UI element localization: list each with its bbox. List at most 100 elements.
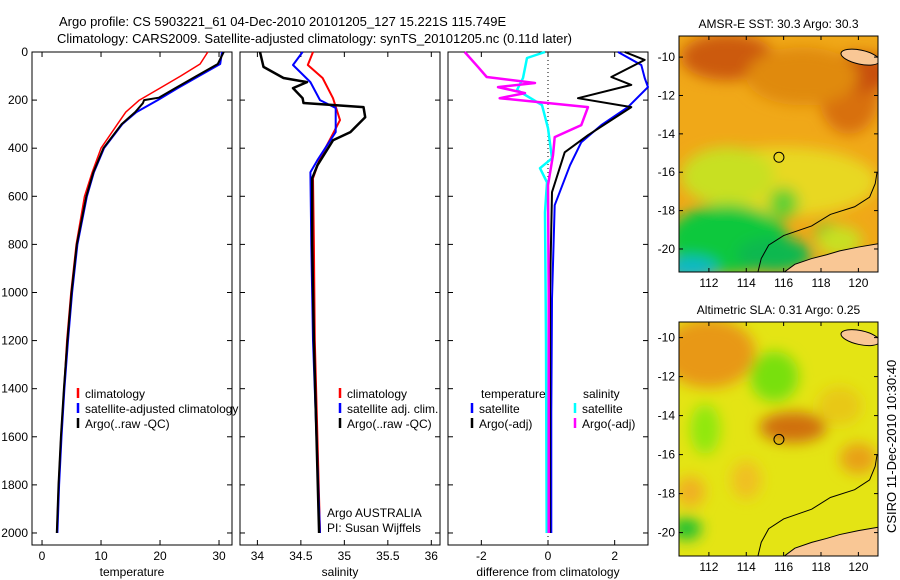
series-line-argo-raw-qc- [258,51,367,534]
legend-header: temperature [481,387,546,401]
latitude-tick-label: -12 [658,88,676,102]
x-axis-label: difference from climatology [476,565,619,579]
series-line-argo-raw-qc- [55,51,225,534]
land-australia [783,526,878,556]
y-tick-label: 1000 [1,285,28,299]
axes-box [31,51,233,546]
longitude-tick-label: 116 [774,276,793,290]
latitude-tick-label: -10 [658,331,676,345]
latitude-tick-label: -16 [658,165,676,179]
x-axis-label: salinity [322,565,359,579]
legend: temperature salinitysatelliteArgo(-adj)sa… [470,387,635,431]
x-tick-label: 35.5 [376,549,400,563]
land-australia [783,243,878,272]
x-tick-label: 30 [212,549,226,563]
map-field [679,36,878,272]
x-tick-label: 35 [338,549,352,563]
map-frame [678,35,879,273]
latitude-tick-label: -20 [658,526,676,540]
x-tick-label: 10 [94,549,108,563]
axes-box [239,51,441,546]
x-tick-label: 20 [153,549,167,563]
y-tick-label: 2000 [1,526,28,540]
longitude-tick-label: 114 [737,560,756,574]
latitude-tick-label: -16 [658,448,676,462]
bathymetry-contour [757,172,878,272]
color-blob [736,237,812,272]
sla-map: 112 114 116 118 120 -10 -12 -14 -16 -18 -20 Altimet… [658,303,879,574]
y-tick-label: 1200 [1,334,28,348]
legend-label: satellite adj. clim. [347,402,438,416]
x-tick-label: 34.5 [289,549,313,563]
latitude-tick-label: -10 [658,50,676,64]
x-tick-label: -2 [476,549,487,563]
latitude-tick-label: -14 [658,409,676,423]
color-blob [679,517,702,541]
institution-label: Argo AUSTRALIA [327,506,422,520]
legend-label: Argo(-adj) [582,417,635,431]
y-tick-label: 0 [21,45,28,59]
longitude-tick-label: 116 [774,560,793,574]
longitude-tick-label: 118 [811,560,830,574]
sst-map: 112 114 116 118 120 -10 -12 -14 -16 -18 -20 AMSR-E … [658,17,879,290]
map-frame [678,321,879,557]
longitude-tick-label: 120 [848,276,868,290]
legend-label: climatology [347,387,407,401]
latitude-tick-label: -12 [658,370,676,384]
y-tick-label: 400 [8,141,28,155]
series-line-salinity-argo-adj- [463,51,590,533]
color-blob [817,386,863,426]
y-tick-label: 1800 [1,478,28,492]
legend-label: climatology [85,387,145,401]
profile-panel-2: -2 0 2 difference from climatology temperatu… [447,50,649,579]
color-blob [690,404,721,455]
x-tick-label: 36 [425,549,439,563]
map-title: Altimetric SLA: 0.31 Argo: 0.25 [697,303,861,317]
color-blob [680,147,775,206]
figure-title-line-2: Climatology: CARS2009. Satellite-adjuste… [57,31,572,46]
latitude-tick-label: -14 [658,127,676,141]
argo-location-marker [773,151,785,163]
latitude-tick-label: -18 [658,204,676,218]
longitude-tick-label: 112 [699,560,718,574]
y-tick-label: 800 [8,237,28,251]
land-sumba-island [840,48,878,66]
figure-title-line-1: Argo profile: CS 5903221_61 04-Dec-2010 … [59,14,506,29]
map-field [679,322,878,556]
color-blob [749,351,799,402]
series-line-salinity-satellite [515,50,554,534]
profile-panel-1: 34 34.5 35 35.5 36 salinity climatologysatelli… [239,51,441,579]
legend-label: Argo(..raw -QC) [347,417,432,431]
legend-label: satellite-adjusted climatology [85,402,238,416]
land-sumba-island [840,329,878,347]
color-blob [679,322,756,388]
color-blob [731,460,762,500]
y-tick-label: 1400 [1,382,28,396]
bathymetry-contour [757,454,878,556]
latitude-tick-label: -18 [658,487,676,501]
x-axis-label: temperature [100,565,165,579]
map-color-blobs [679,36,878,272]
legend-label: Argo(..raw -QC) [85,417,170,431]
latitude-tick-label: -20 [658,242,676,256]
x-tick-label: 34 [251,549,265,563]
color-blob [679,476,706,508]
map-title: AMSR-E SST: 30.3 Argo: 30.3 [698,17,858,31]
longitude-tick-label: 120 [848,560,868,574]
x-tick-label: 0 [545,549,552,563]
color-blob [746,47,859,106]
longitude-tick-label: 118 [811,276,830,290]
pi-label: PI: Susan Wijffels [327,521,421,535]
color-blob [768,187,799,219]
map-color-blobs [679,322,878,541]
series-line-temperature-argo-adj- [548,51,646,534]
footer-stamp: CSIRO 11-Dec-2010 10:30:40 [884,360,899,533]
legend-label: satellite [582,402,623,416]
color-blob [839,443,878,474]
y-tick-label: 1600 [1,430,28,444]
legend-label: Argo(-adj) [479,417,532,431]
argo-location-marker [773,433,785,445]
